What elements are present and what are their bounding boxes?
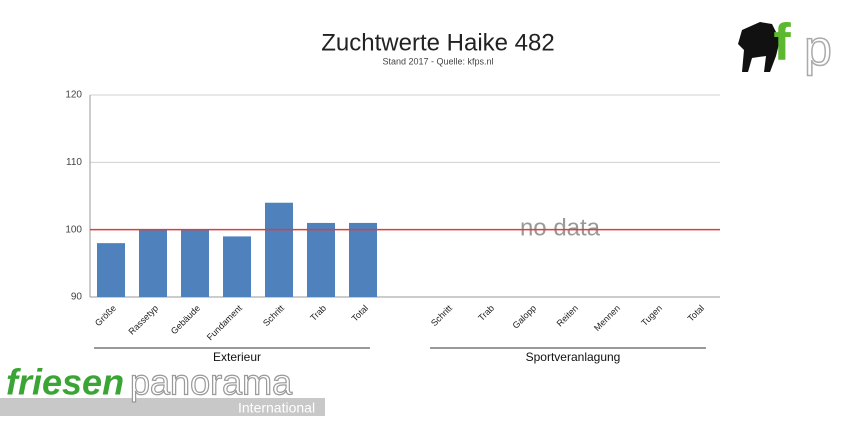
- logo-p: p: [804, 20, 832, 76]
- bar: [223, 236, 251, 297]
- x-tick-label: Total: [686, 303, 707, 324]
- group-label: Exterieur: [213, 350, 261, 364]
- x-tick-label: Reiten: [555, 303, 580, 328]
- annotation: no data: [520, 214, 601, 241]
- x-tick-label: Trab: [308, 303, 328, 323]
- bar: [181, 229, 209, 297]
- x-tick-label: Rassetyp: [126, 303, 160, 337]
- x-tick-label: Fundament: [205, 303, 245, 343]
- y-tick-label: 90: [71, 292, 83, 303]
- brand-logo: friesen panorama International: [0, 361, 325, 416]
- bar: [139, 229, 167, 297]
- chart-subtitle: Stand 2017 - Quelle: kfps.nl: [382, 56, 493, 66]
- y-tick-label: 100: [65, 224, 82, 235]
- x-tick-label: Total: [350, 303, 371, 324]
- bar: [97, 243, 125, 297]
- chart-title: Zuchtwerte Haike 482: [321, 29, 554, 56]
- bar: [265, 202, 293, 297]
- group-label: Sportveranlagung: [526, 350, 621, 364]
- brand-first: friesen: [6, 362, 124, 403]
- x-tick-label: Gebäude: [169, 303, 202, 336]
- brand-bar: [0, 398, 325, 416]
- x-tick-label: Trab: [476, 303, 496, 323]
- x-tick-label: Größe: [93, 303, 118, 328]
- brand-sub: International: [238, 400, 315, 416]
- logo-f: f: [773, 14, 791, 72]
- x-tick-label: Tugen: [639, 303, 664, 328]
- x-tick-label: Mennen: [592, 303, 622, 333]
- x-tick-label: Schritt: [261, 303, 286, 328]
- bar: [349, 222, 377, 297]
- x-tick-label: Galopp: [510, 303, 538, 331]
- brand-second: panorama: [130, 362, 293, 403]
- y-tick-label: 120: [65, 90, 82, 101]
- y-tick-label: 110: [66, 157, 82, 168]
- bar: [307, 222, 335, 297]
- x-tick-label: Schritt: [429, 303, 454, 328]
- fp-logo: f p: [738, 14, 833, 77]
- horse-icon: [738, 22, 780, 72]
